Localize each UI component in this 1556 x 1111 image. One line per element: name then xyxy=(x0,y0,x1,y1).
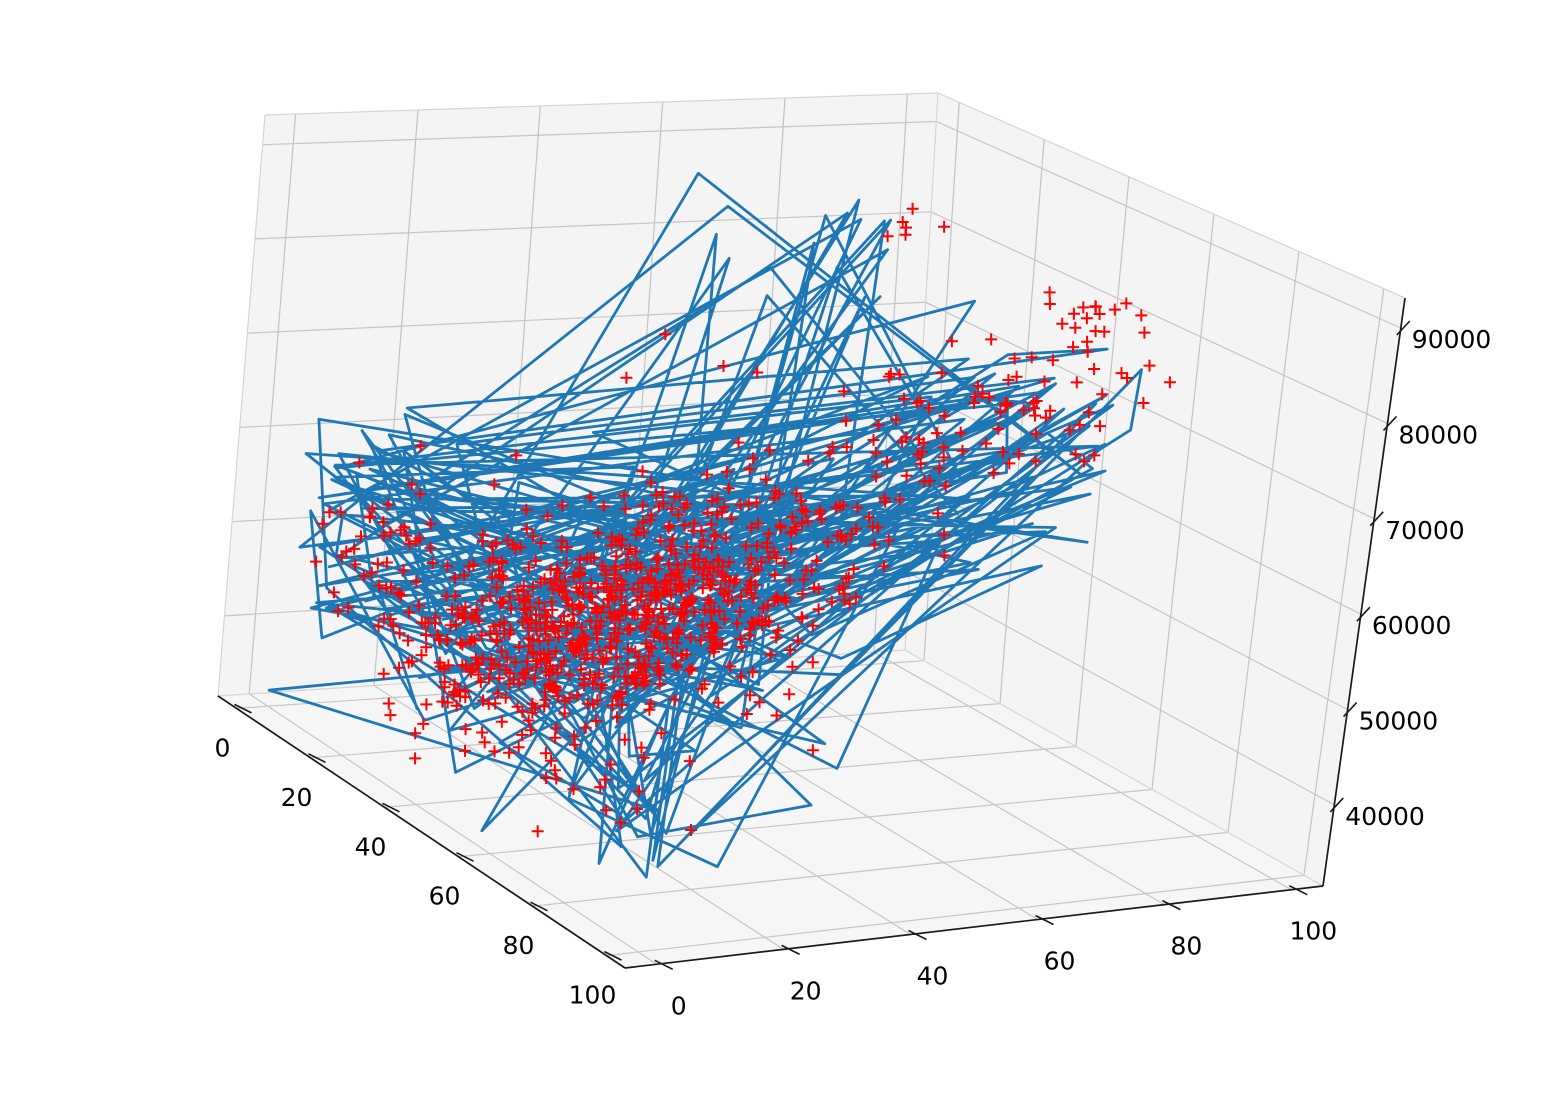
grid-y-wall xyxy=(248,113,297,694)
box-edge xyxy=(904,649,1324,887)
grid-x-floor xyxy=(606,874,1305,957)
z-axis-line xyxy=(1322,297,1406,887)
tick-labels: 0 20 40 60 80 100 0 20 40 60 80 100 40000 50000 60000 7… xyxy=(215,325,1492,1020)
x-axis-tick xyxy=(234,703,252,714)
y-axis-tick xyxy=(654,959,674,971)
y-tick-label: 100 xyxy=(1289,917,1337,946)
y-axis-line xyxy=(624,885,1324,969)
x-axis-tick xyxy=(530,901,548,912)
x-axis-line xyxy=(217,695,626,969)
z-axis-tick xyxy=(1343,702,1358,718)
y-tick-label: 40 xyxy=(917,962,949,991)
z-tick-label: 80000 xyxy=(1399,420,1479,449)
x-tick-label: 0 xyxy=(215,733,231,762)
y-tick-label: 80 xyxy=(1170,932,1202,961)
grid-z-left-wall xyxy=(254,211,932,240)
y-axis-tick xyxy=(1035,914,1054,926)
x-tick-label: 40 xyxy=(355,832,387,861)
scatter-markers xyxy=(310,202,1176,838)
y-axis-tick xyxy=(1288,884,1308,896)
y-tick-label: 0 xyxy=(671,991,687,1020)
axis-lines xyxy=(217,297,1406,969)
box-edge xyxy=(904,92,939,651)
x-tick-label: 100 xyxy=(569,981,617,1010)
grid-x-wall xyxy=(1151,214,1215,790)
grid-y-floor xyxy=(373,684,784,950)
grid-x-wall xyxy=(999,139,1045,704)
grid-x-wall xyxy=(1303,288,1385,876)
z-axis-tick xyxy=(1369,511,1384,527)
grid-y-floor xyxy=(248,693,658,965)
grid-x-wall xyxy=(1075,176,1130,747)
x-axis-tick xyxy=(456,851,474,862)
z-tick-label: 60000 xyxy=(1372,611,1452,640)
x-axis-tick xyxy=(604,950,622,961)
x-tick-label: 20 xyxy=(281,783,313,812)
y-axis-tick xyxy=(908,929,927,941)
trajectory-line xyxy=(267,171,1143,879)
grid-x-floor xyxy=(458,788,1153,858)
y-tick-label: 60 xyxy=(1044,947,1076,976)
z-axis-tick xyxy=(1396,320,1411,336)
grid-x-floor xyxy=(532,831,1229,907)
grid-y-wall xyxy=(498,105,541,678)
grid-z-right-wall xyxy=(930,211,1388,424)
x-axis-tick xyxy=(308,753,326,764)
pane-floor xyxy=(218,650,1323,968)
box-edge xyxy=(937,92,1406,299)
z-tick-label: 40000 xyxy=(1345,802,1425,831)
pane-right xyxy=(905,93,1405,886)
axis-ticks xyxy=(234,320,1411,971)
grid-z-right-wall xyxy=(936,120,1402,329)
z-axis-tick xyxy=(1382,415,1398,431)
x-axis-tick xyxy=(382,802,400,813)
x-tick-label: 60 xyxy=(429,882,461,911)
x-tick-label: 80 xyxy=(503,931,535,960)
grid-x-wall xyxy=(1227,251,1300,833)
z-tick-label: 90000 xyxy=(1412,325,1492,354)
y-axis-tick xyxy=(781,944,800,956)
grid-z-left-wall xyxy=(262,120,937,146)
grid-y-floor xyxy=(873,651,1292,891)
box-edge xyxy=(264,92,939,116)
y-axis-tick xyxy=(1162,899,1181,911)
z-axis-tick xyxy=(1329,797,1344,813)
z-axis-tick xyxy=(1356,606,1371,622)
grid-z-right-wall xyxy=(925,301,1375,520)
y-tick-label: 20 xyxy=(790,976,822,1005)
box-edge xyxy=(217,114,266,697)
grid-z-right-wall xyxy=(909,572,1335,806)
z-tick-label: 70000 xyxy=(1385,516,1465,545)
z-tick-label: 50000 xyxy=(1359,707,1439,736)
